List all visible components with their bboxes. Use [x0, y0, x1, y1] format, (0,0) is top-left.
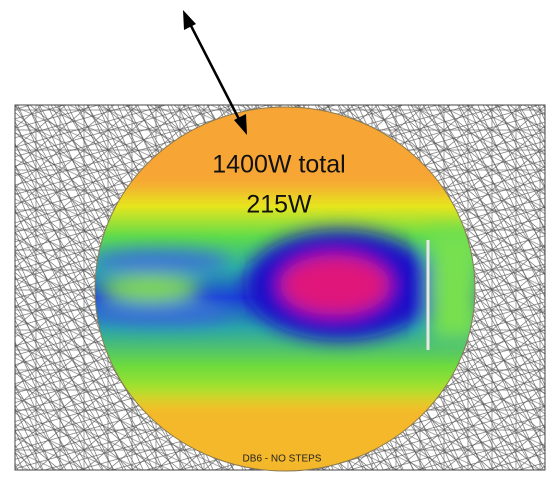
- figure: 1400W total 215W DB6 - NO STEPS: [0, 0, 551, 483]
- caption: DB6 - NO STEPS: [243, 454, 322, 465]
- total-label: 1400W total: [212, 151, 345, 179]
- figure-canvas: 1400W total 215W DB6 - NO STEPS: [0, 0, 551, 483]
- value-label: 215W: [246, 191, 312, 219]
